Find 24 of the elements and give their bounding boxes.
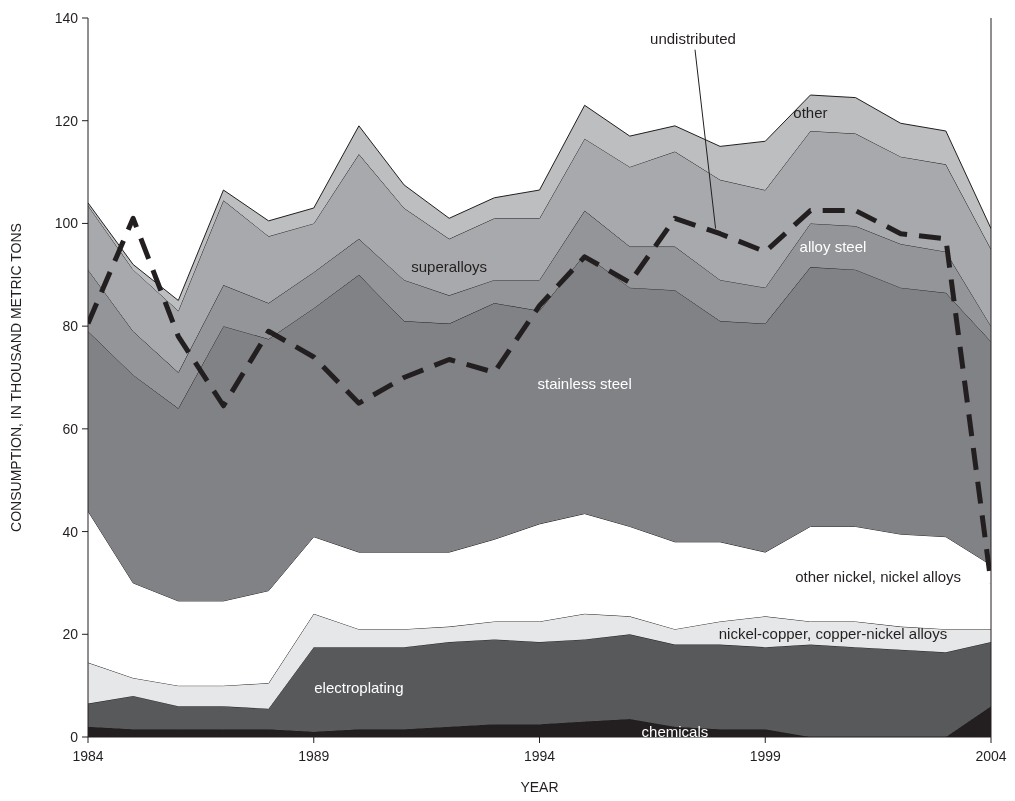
x-tick-label: 1984: [72, 747, 104, 764]
x-tick-label: 1994: [523, 747, 556, 764]
series-label: alloy steel: [799, 237, 867, 255]
series-label: electroplating: [314, 679, 404, 697]
series-label: other nickel, nickel alloys: [795, 568, 962, 586]
series-label: other: [793, 104, 828, 122]
text: undistributed: [650, 29, 736, 47]
y-axis-title: CONSUMPTION, IN THOUSAND METRIC TONS: [7, 223, 24, 532]
y-tick-label: 100: [54, 215, 79, 232]
series-label: superalloys: [411, 258, 488, 276]
y-tick-label: 40: [62, 523, 79, 540]
y-tick-label: 120: [54, 112, 79, 129]
y-tick-label: 60: [62, 420, 79, 437]
series-label: chemicals: [641, 722, 709, 740]
y-tick-label: 0: [70, 728, 79, 745]
y-tick-label: 20: [62, 626, 79, 643]
y-tick-label: 140: [54, 9, 79, 26]
x-axis-title: YEAR: [520, 779, 559, 795]
y-tick-label: 80: [62, 318, 79, 335]
x-tick-label: 1989: [298, 747, 330, 764]
series-label: nickel-copper, copper-nickel alloys: [718, 624, 948, 642]
x-tick-label: 1999: [749, 747, 782, 764]
series-label: stainless steel: [537, 374, 632, 392]
x-tick-label: 2004: [975, 747, 1007, 764]
